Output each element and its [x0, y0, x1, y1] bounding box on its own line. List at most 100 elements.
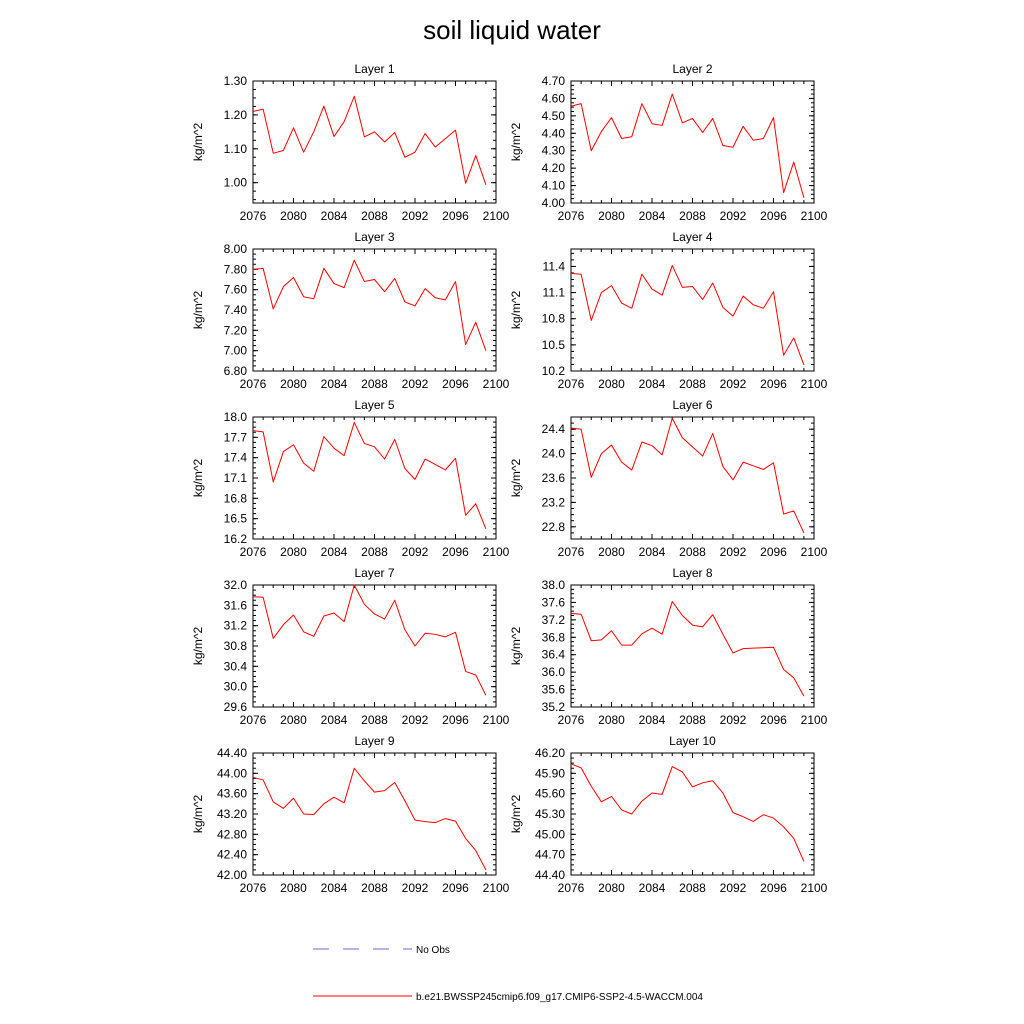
y-axis-label: kg/m^2 [191, 795, 205, 834]
x-tick-label: 2100 [801, 713, 828, 727]
panel-layer-5: Layer 5 2076 2080 2084 2088 2092 2096 2100 16.2 1… [191, 398, 510, 559]
series-line [570, 93, 805, 198]
x-tick-label: 2076 [558, 881, 585, 895]
x-tick-label: 2088 [679, 881, 706, 895]
x-tick-label: 2088 [679, 713, 706, 727]
y-tick-label: 30.8 [224, 639, 248, 653]
plot-frame [570, 80, 815, 204]
panel-title: Layer 4 [672, 230, 712, 244]
series-line [252, 584, 487, 696]
y-tick-label: 4.70 [542, 74, 566, 88]
x-tick-label: 2076 [240, 881, 267, 895]
x-tick-label: 2076 [558, 713, 585, 727]
x-tick-label: 2096 [760, 881, 787, 895]
y-axis-label: kg/m^2 [509, 123, 523, 162]
x-tick-label: 2088 [679, 377, 706, 391]
y-tick-label: 36.8 [542, 630, 566, 644]
x-tick-label: 2084 [321, 713, 348, 727]
x-tick-label: 2088 [361, 545, 388, 559]
y-tick-label: 16.2 [224, 532, 248, 546]
panel-title: Layer 7 [354, 566, 394, 580]
panel-layer-7: Layer 7 2076 2080 2084 2088 2092 2096 2100 29.6 3… [191, 566, 510, 727]
plot-frame [252, 80, 497, 204]
panel-title: Layer 8 [672, 566, 712, 580]
series-line [252, 95, 487, 185]
x-tick-label: 2076 [558, 377, 585, 391]
y-axis-label: kg/m^2 [191, 291, 205, 330]
x-tick-label: 2096 [442, 713, 469, 727]
x-tick-label: 2080 [598, 881, 625, 895]
y-tick-label: 45.90 [535, 766, 565, 780]
x-tick-label: 2076 [240, 545, 267, 559]
legend-model-label: b.e21.BWSSP245cmip6.f09_g17.CMIP6-SSP2-4… [416, 992, 703, 1003]
x-tick-label: 2080 [598, 713, 625, 727]
y-tick-label: 8.00 [224, 242, 248, 256]
y-axis-label: kg/m^2 [191, 459, 205, 498]
y-tick-label: 1.20 [224, 108, 248, 122]
y-tick-label: 44.40 [217, 746, 247, 760]
y-tick-label: 10.8 [542, 312, 566, 326]
legend-obs-label: No Obs [416, 945, 450, 956]
y-tick-label: 45.00 [535, 827, 565, 841]
y-tick-label: 43.60 [217, 787, 247, 801]
x-tick-label: 2100 [801, 377, 828, 391]
plot-frame [252, 752, 497, 876]
x-tick-label: 2100 [801, 545, 828, 559]
legend: No Obs b.e21.BWSSP245cmip6.f09_g17.CMIP6… [313, 945, 703, 1003]
y-tick-label: 4.30 [542, 144, 566, 158]
x-tick-label: 2084 [639, 545, 666, 559]
y-tick-label: 24.4 [542, 422, 566, 436]
y-tick-label: 35.2 [542, 700, 566, 714]
x-tick-label: 2076 [240, 713, 267, 727]
y-tick-label: 4.40 [542, 126, 566, 140]
y-tick-label: 4.50 [542, 109, 566, 123]
x-tick-label: 2092 [720, 545, 747, 559]
x-tick-label: 2080 [280, 545, 307, 559]
x-tick-label: 2100 [483, 209, 510, 223]
x-tick-label: 2080 [598, 545, 625, 559]
x-tick-label: 2084 [321, 545, 348, 559]
x-tick-label: 2100 [483, 881, 510, 895]
series-line [570, 601, 805, 697]
y-axis-label: kg/m^2 [509, 291, 523, 330]
x-tick-label: 2076 [558, 545, 585, 559]
y-tick-label: 17.7 [224, 430, 248, 444]
x-tick-label: 2088 [361, 377, 388, 391]
x-tick-label: 2076 [240, 209, 267, 223]
x-tick-label: 2076 [558, 209, 585, 223]
x-tick-label: 2080 [280, 377, 307, 391]
x-tick-label: 2096 [760, 209, 787, 223]
x-tick-label: 2100 [483, 713, 510, 727]
series-line [252, 421, 487, 530]
y-tick-label: 10.2 [542, 364, 566, 378]
y-tick-label: 7.40 [224, 303, 248, 317]
y-axis-label: kg/m^2 [191, 123, 205, 162]
y-tick-label: 44.70 [535, 848, 565, 862]
y-tick-label: 31.2 [224, 619, 248, 633]
x-tick-label: 2084 [639, 377, 666, 391]
x-tick-label: 2096 [760, 545, 787, 559]
x-tick-label: 2088 [361, 881, 388, 895]
y-tick-label: 7.60 [224, 283, 248, 297]
series-line [570, 763, 805, 862]
y-tick-label: 4.00 [542, 196, 566, 210]
x-tick-label: 2092 [720, 713, 747, 727]
x-tick-label: 2084 [639, 713, 666, 727]
y-tick-label: 29.6 [224, 700, 248, 714]
y-tick-label: 45.60 [535, 787, 565, 801]
y-tick-label: 1.10 [224, 142, 248, 156]
plot-frame [252, 248, 497, 372]
plot-frame [252, 416, 497, 540]
panel-title: Layer 3 [354, 230, 394, 244]
x-tick-label: 2088 [361, 713, 388, 727]
x-tick-label: 2100 [483, 377, 510, 391]
y-axis-label: kg/m^2 [509, 459, 523, 498]
y-tick-label: 7.20 [224, 323, 248, 337]
panel-layer-10: Layer 10 2076 2080 2084 2088 2092 2096 2100 44.4… [509, 734, 828, 895]
y-tick-label: 7.80 [224, 262, 248, 276]
y-tick-label: 24.0 [542, 447, 566, 461]
y-tick-label: 23.2 [542, 495, 566, 509]
x-tick-label: 2092 [402, 377, 429, 391]
x-tick-label: 2092 [402, 209, 429, 223]
x-tick-label: 2080 [280, 881, 307, 895]
